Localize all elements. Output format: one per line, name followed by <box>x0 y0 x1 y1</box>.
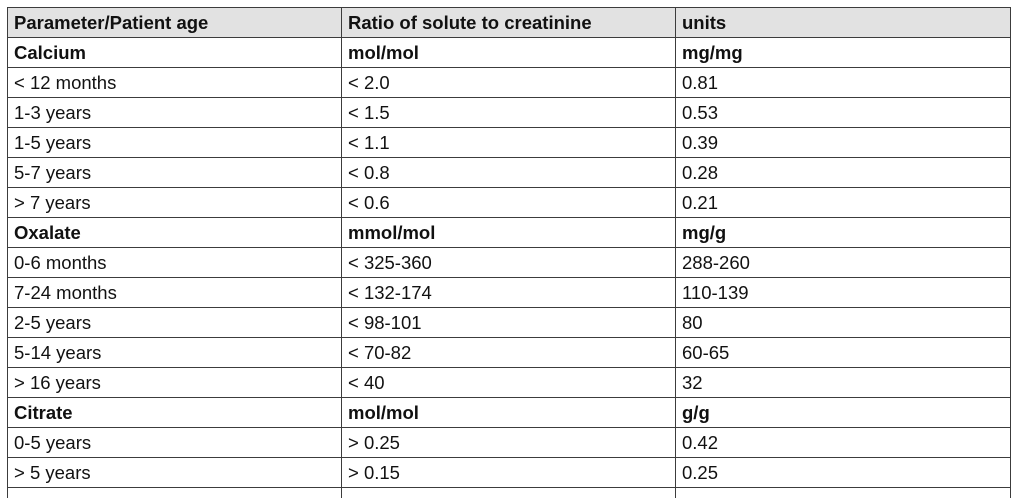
parameter-cell: 5-7 years <box>8 158 342 188</box>
parameter-cell: 5-14 years <box>8 338 342 368</box>
empty-cell <box>8 488 342 498</box>
reference-values-table: Parameter/Patient age Ratio of solute to… <box>7 7 1011 498</box>
table-row: 1-3 years < 1.5 0.53 <box>8 98 1011 128</box>
ratio-cell: > 0.15 <box>342 458 676 488</box>
parameter-cell: > 5 years <box>8 458 342 488</box>
parameter-cell: 1-5 years <box>8 128 342 158</box>
ratio-cell: < 132-174 <box>342 278 676 308</box>
units-cell: 0.53 <box>676 98 1011 128</box>
table-row: 0-6 months < 325-360 288-260 <box>8 248 1011 278</box>
parameter-cell: 1-3 years <box>8 98 342 128</box>
ratio-cell: > 0.25 <box>342 428 676 458</box>
table-header: Parameter/Patient age Ratio of solute to… <box>8 8 1011 38</box>
units-cell: 80 <box>676 308 1011 338</box>
empty-cell <box>676 488 1011 498</box>
ratio-cell: < 2.0 <box>342 68 676 98</box>
truncated-row <box>8 488 1011 498</box>
units-cell: 60-65 <box>676 338 1011 368</box>
empty-cell <box>342 488 676 498</box>
ratio-cell: < 0.6 <box>342 188 676 218</box>
units-cell: 0.28 <box>676 158 1011 188</box>
parameter-cell: 2-5 years <box>8 308 342 338</box>
units-cell: 0.42 <box>676 428 1011 458</box>
ratio-cell: < 98-101 <box>342 308 676 338</box>
header-row: Parameter/Patient age Ratio of solute to… <box>8 8 1011 38</box>
units-cell: 0.25 <box>676 458 1011 488</box>
units-cell: 0.39 <box>676 128 1011 158</box>
table-row: 2-5 years < 98-101 80 <box>8 308 1011 338</box>
parameter-cell: > 7 years <box>8 188 342 218</box>
table-row: > 7 years < 0.6 0.21 <box>8 188 1011 218</box>
parameter-cell: 0-5 years <box>8 428 342 458</box>
header-ratio: Ratio of solute to creatinine <box>342 8 676 38</box>
units-cell: 0.21 <box>676 188 1011 218</box>
ratio-cell: mmol/mol <box>342 218 676 248</box>
ratio-cell: < 70-82 <box>342 338 676 368</box>
ratio-cell: < 0.8 <box>342 158 676 188</box>
ratio-cell: < 40 <box>342 368 676 398</box>
parameter-cell: 0-6 months <box>8 248 342 278</box>
table-row: 5-7 years < 0.8 0.28 <box>8 158 1011 188</box>
ratio-cell: < 1.5 <box>342 98 676 128</box>
units-cell: g/g <box>676 398 1011 428</box>
parameter-cell: Oxalate <box>8 218 342 248</box>
parameter-cell: Citrate <box>8 398 342 428</box>
units-cell: 32 <box>676 368 1011 398</box>
parameter-cell: < 12 months <box>8 68 342 98</box>
ratio-cell: < 1.1 <box>342 128 676 158</box>
table-row: > 5 years > 0.15 0.25 <box>8 458 1011 488</box>
header-parameter: Parameter/Patient age <box>8 8 342 38</box>
table-row: < 12 months < 2.0 0.81 <box>8 68 1011 98</box>
units-cell: 288-260 <box>676 248 1011 278</box>
table-row: 5-14 years < 70-82 60-65 <box>8 338 1011 368</box>
header-units: units <box>676 8 1011 38</box>
table-row: 1-5 years < 1.1 0.39 <box>8 128 1011 158</box>
section-row-calcium: Calcium mol/mol mg/mg <box>8 38 1011 68</box>
ratio-cell: < 325-360 <box>342 248 676 278</box>
units-cell: mg/g <box>676 218 1011 248</box>
table-row: 0-5 years > 0.25 0.42 <box>8 428 1011 458</box>
table-row: 7-24 months < 132-174 110-139 <box>8 278 1011 308</box>
parameter-cell: > 16 years <box>8 368 342 398</box>
units-cell: 0.81 <box>676 68 1011 98</box>
table-row: > 16 years < 40 32 <box>8 368 1011 398</box>
ratio-cell: mol/mol <box>342 38 676 68</box>
units-cell: mg/mg <box>676 38 1011 68</box>
units-cell: 110-139 <box>676 278 1011 308</box>
section-row-oxalate: Oxalate mmol/mol mg/g <box>8 218 1011 248</box>
ratio-cell: mol/mol <box>342 398 676 428</box>
table-body: Calcium mol/mol mg/mg < 12 months < 2.0 … <box>8 38 1011 498</box>
parameter-cell: Calcium <box>8 38 342 68</box>
parameter-cell: 7-24 months <box>8 278 342 308</box>
section-row-citrate: Citrate mol/mol g/g <box>8 398 1011 428</box>
